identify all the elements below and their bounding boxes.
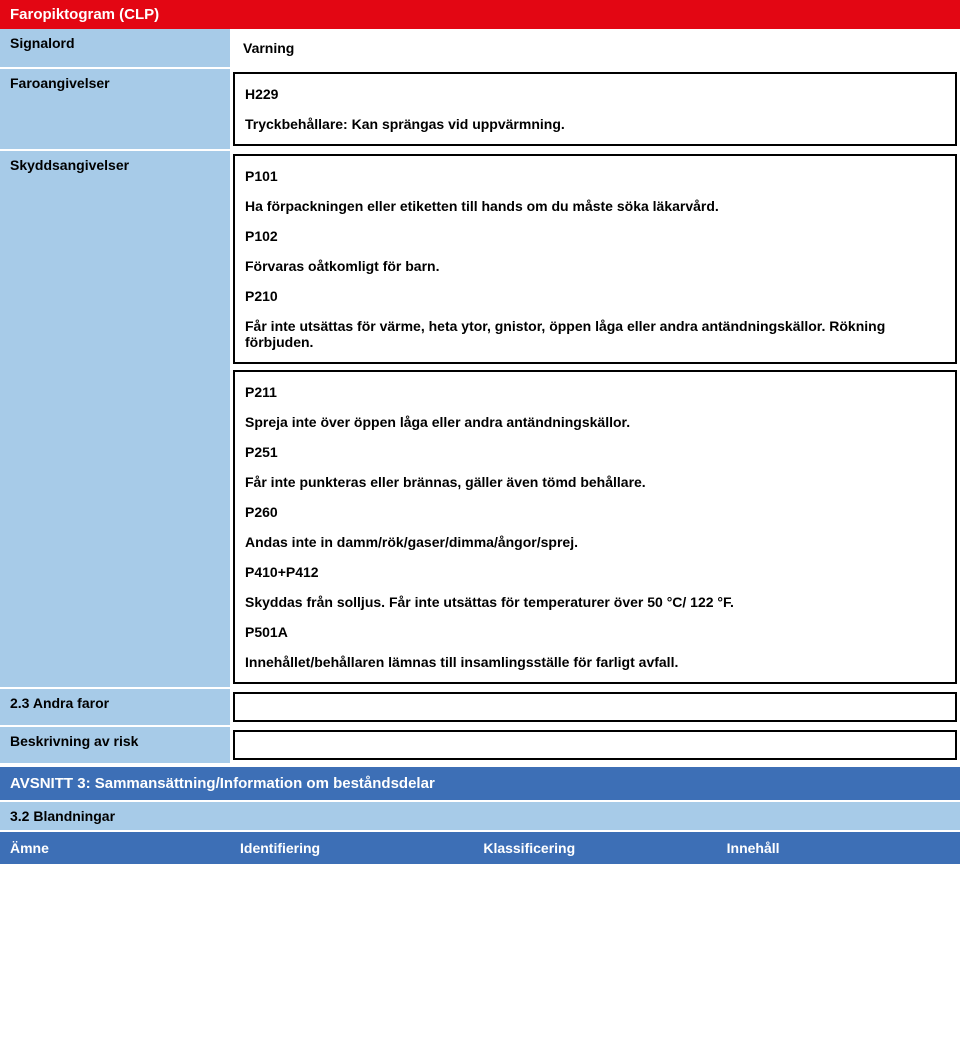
section3-sub: 3.2 Blandningar	[0, 802, 960, 832]
col-identifiering: Identifiering	[230, 832, 473, 864]
p102-code: P102	[245, 228, 945, 244]
precaution-box-1: P101 Ha förpackningen eller etiketten ti…	[233, 154, 957, 364]
row-skyddsangivelser: Skyddsangivelser P101 Ha förpackningen e…	[0, 151, 960, 689]
signalord-value: Varning	[233, 32, 957, 64]
composition-table-header: Ämne Identifiering Klassificering Innehå…	[0, 832, 960, 864]
p102-text: Förvaras oåtkomligt för barn.	[245, 258, 945, 274]
beskrivning-empty-box	[233, 730, 957, 760]
p101-code: P101	[245, 168, 945, 184]
p410-text: Skyddas från solljus. Får inte utsättas …	[245, 594, 945, 610]
p251-code: P251	[245, 444, 945, 460]
section-header-pictogram: Faropiktogram (CLP)	[0, 0, 960, 29]
row-beskrivning: Beskrivning av risk	[0, 727, 960, 765]
skyddsangivelser-label: Skyddsangivelser	[0, 151, 230, 687]
col-innehall: Innehåll	[717, 832, 960, 864]
col-klassificering: Klassificering	[473, 832, 716, 864]
col-amne: Ämne	[0, 832, 230, 864]
p410-code: P410+P412	[245, 564, 945, 580]
row-faroangivelser: Faroangivelser H229 Tryckbehållare: Kan …	[0, 69, 960, 151]
hazard-box: H229 Tryckbehållare: Kan sprängas vid up…	[233, 72, 957, 146]
p211-text: Spreja inte över öppen låga eller andra …	[245, 414, 945, 430]
p210-text: Får inte utsättas för värme, heta ytor, …	[245, 318, 945, 350]
p101-text: Ha förpackningen eller etiketten till ha…	[245, 198, 945, 214]
p210-code: P210	[245, 288, 945, 304]
faroangivelser-label: Faroangivelser	[0, 69, 230, 149]
hazard-code: H229	[245, 86, 945, 102]
p501-code: P501A	[245, 624, 945, 640]
andra-faror-empty-box	[233, 692, 957, 722]
row-signalord: Signalord Varning	[0, 29, 960, 69]
andra-faror-label: 2.3 Andra faror	[0, 689, 230, 725]
signalord-label: Signalord	[0, 29, 230, 67]
p260-text: Andas inte in damm/rök/gaser/dimma/ångor…	[245, 534, 945, 550]
hazard-text: Tryckbehållare: Kan sprängas vid uppvärm…	[245, 116, 945, 132]
p260-code: P260	[245, 504, 945, 520]
section3-title: AVSNITT 3: Sammansättning/Information om…	[0, 765, 960, 802]
precaution-box-2: P211 Spreja inte över öppen låga eller a…	[233, 370, 957, 684]
p501-text: Innehållet/behållaren lämnas till insaml…	[245, 654, 945, 670]
beskrivning-label: Beskrivning av risk	[0, 727, 230, 763]
p211-code: P211	[245, 384, 945, 400]
p251-text: Får inte punkteras eller brännas, gäller…	[245, 474, 945, 490]
row-andra-faror: 2.3 Andra faror	[0, 689, 960, 727]
